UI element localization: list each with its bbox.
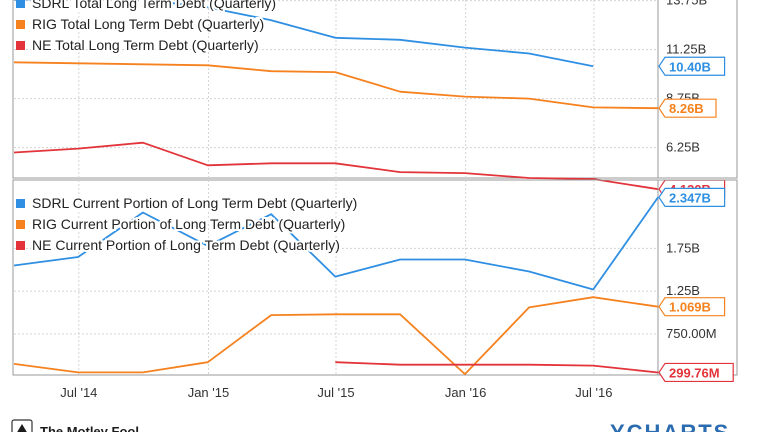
legend-swatch <box>16 241 25 250</box>
series-line <box>13 296 659 376</box>
legend-swatch <box>16 41 25 50</box>
legend-label: NE Current Portion of Long Term Debt (Qu… <box>32 237 340 253</box>
legend-swatch <box>16 199 25 208</box>
x-tick-label: Jul '14 <box>60 385 97 400</box>
legend-swatch <box>16 220 25 229</box>
series-line <box>14 0 594 68</box>
y-tick-label: 1.75B <box>666 240 700 255</box>
footer-brand-right: YCHARTS <box>610 420 730 432</box>
value-badge-box <box>658 98 717 118</box>
x-tick-label: Jul '16 <box>575 385 612 400</box>
value-badge-box <box>658 362 734 383</box>
x-tick-label: Jan '15 <box>188 385 230 400</box>
legend: SDRL Current Portion of Long Term Debt (… <box>16 193 359 255</box>
y-tick-label: 11.25B <box>666 42 706 57</box>
value-badge-label: 10.40B <box>669 59 711 74</box>
panel-frame <box>12 179 738 376</box>
legend-label: SDRL Current Portion of Long Term Debt (… <box>32 195 357 211</box>
value-badge: 10.40B <box>658 56 726 76</box>
x-axis: Jul '14 Jan '15 Jul '15 Jan '16 Jul '16 <box>60 385 612 400</box>
x-tick-label: Jan '16 <box>445 385 487 400</box>
series-line <box>335 361 659 374</box>
footer: The Motley Fool YCHARTS <box>11 419 730 432</box>
chart-panel-bottom: 1.75B 1.25B 750.00M SDRL Current Portion of… <box>12 179 738 383</box>
value-badge-box <box>658 56 726 76</box>
value-badge-label: 299.76M <box>669 365 720 380</box>
legend-label: NE Total Long Term Debt (Quarterly) <box>32 37 259 53</box>
footer-brand-left: The Motley Fool <box>40 424 139 432</box>
legend-label: RIG Current Portion of Long Term Debt (Q… <box>32 216 345 232</box>
y-tick-label: 13.75B <box>666 0 707 8</box>
value-badge-box <box>658 187 726 207</box>
series-line <box>13 141 659 191</box>
value-badge-label: 1.069B <box>669 300 711 315</box>
value-badge: 1.069B <box>658 297 726 317</box>
y-tick-label: 1.25B <box>666 283 700 298</box>
y-tick-label: 6.25B <box>666 140 700 155</box>
value-badge-box <box>658 297 726 317</box>
legend-swatch <box>16 20 25 29</box>
legend-swatch <box>16 0 25 8</box>
legend-label: SDRL Total Long Term Debt (Quarterly) <box>32 0 276 11</box>
x-tick-label: Jul '15 <box>317 385 354 400</box>
value-badge-label: 2.347B <box>669 190 711 205</box>
series-line <box>13 61 659 110</box>
series-line <box>13 196 659 291</box>
value-badge-label: 8.26B <box>669 101 704 116</box>
panel-frame <box>12 0 738 179</box>
value-badge: 299.76M <box>658 362 734 383</box>
motley-fool-logo-icon <box>11 419 33 432</box>
value-badge: 8.26B <box>658 98 717 118</box>
y-tick-label: 750.00M <box>666 326 717 341</box>
value-badge: 2.347B <box>658 187 726 207</box>
legend-label: RIG Total Long Term Debt (Quarterly) <box>32 16 264 32</box>
legend: SDRL Total Long Term Debt (Quarterly) RIG… <box>16 0 278 55</box>
